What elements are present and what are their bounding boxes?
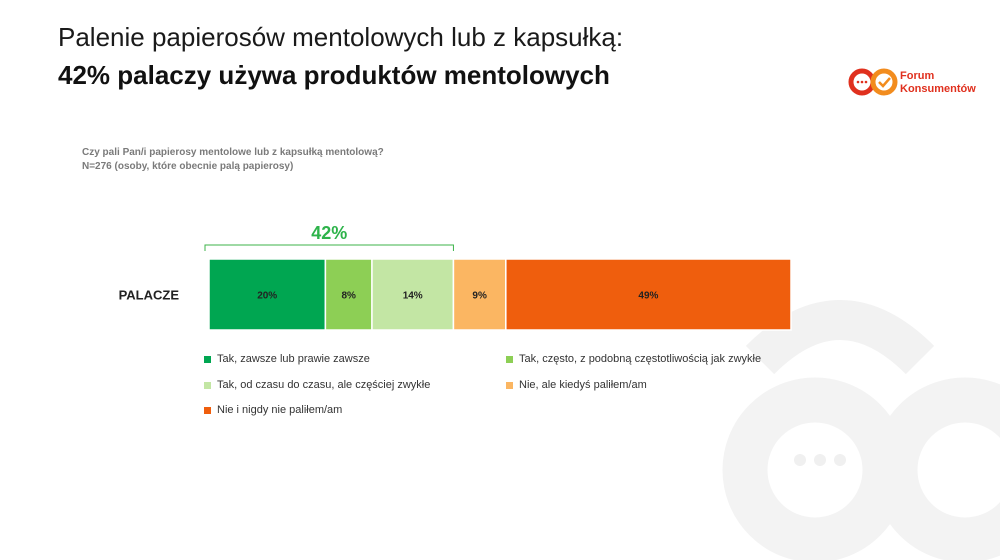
legend-swatch — [204, 355, 211, 363]
data-label-5: 49% — [638, 291, 658, 302]
bar-segment-5 — [505, 258, 792, 331]
forum-konsumentow-logo-icon — [848, 68, 898, 96]
legend-label: Tak, zawsze lub prawie zawsze — [217, 353, 370, 365]
legend-swatch — [506, 355, 513, 363]
legend-label: Nie i nigdy nie paliłem/am — [217, 404, 343, 416]
category-label: PALACZE — [119, 288, 180, 303]
data-label-1: 20% — [257, 291, 277, 302]
legend-label: Nie, ale kiedyś paliłem/am — [519, 379, 647, 391]
legend-item-1: Tak, zawsze lub prawie zawsze — [204, 353, 370, 365]
legend-label: Tak, od czasu do czasu, ale częściej zwy… — [217, 379, 431, 391]
legend-item-4: Nie, ale kiedyś paliłem/am — [506, 379, 647, 391]
legend-swatch — [204, 381, 211, 389]
data-label-2: 8% — [341, 291, 356, 302]
data-label-4: 9% — [472, 291, 487, 302]
logo-text: Forum Konsumentów — [900, 70, 976, 96]
background-watermark-icon — [722, 300, 1000, 560]
sample-base: N=276 (osoby, które obecnie palą papiero… — [82, 161, 294, 172]
legend-swatch — [204, 406, 211, 414]
slide-subtitle: 42% palaczy używa produktów mentolowych — [58, 60, 610, 90]
legend-item-3: Tak, od czasu do czasu, ale częściej zwy… — [204, 379, 430, 391]
logo-line1: Forum — [900, 70, 935, 82]
legend-swatch — [506, 381, 513, 389]
survey-question: Czy pali Pan/i papierosy mentolowe lub z… — [82, 147, 384, 158]
legend-item-2: Tak, często, z podobną częstotliwością j… — [506, 353, 761, 365]
legend-item-5: Nie i nigdy nie paliłem/am — [204, 404, 342, 416]
bracket-label: 42% — [311, 223, 347, 243]
bar-segment-4 — [452, 258, 507, 331]
data-label-3: 14% — [403, 291, 423, 302]
logo-line2: Konsumentów — [900, 83, 976, 95]
legend-label: Tak, często, z podobną częstotliwością j… — [519, 353, 762, 365]
bar-segment-3 — [371, 258, 455, 331]
slide-title: Palenie papierosów mentolowych lub z kap… — [58, 22, 624, 52]
bracket-line — [204, 244, 454, 251]
